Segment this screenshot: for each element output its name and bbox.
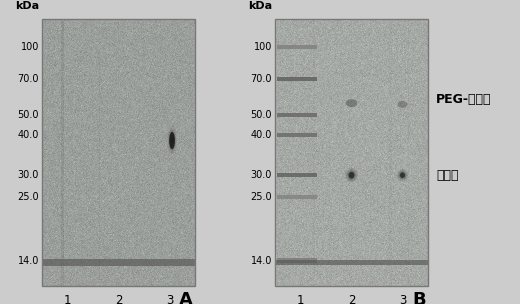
Text: 70.0: 70.0 [18, 74, 39, 84]
Bar [277, 195, 317, 199]
Bar [275, 260, 428, 265]
Text: 14.0: 14.0 [251, 256, 272, 266]
Text: 30.0: 30.0 [18, 170, 39, 180]
Ellipse shape [401, 174, 404, 176]
Text: 2: 2 [348, 294, 355, 304]
Text: A: A [179, 291, 193, 304]
Ellipse shape [345, 168, 358, 182]
Ellipse shape [349, 173, 354, 178]
Ellipse shape [400, 172, 405, 178]
Text: 3: 3 [399, 294, 406, 304]
Ellipse shape [397, 169, 408, 181]
Ellipse shape [348, 171, 355, 179]
Ellipse shape [400, 172, 405, 178]
Bar [42, 259, 195, 266]
Ellipse shape [346, 169, 357, 181]
Text: B: B [412, 291, 426, 304]
Ellipse shape [399, 171, 406, 179]
Text: 100: 100 [254, 42, 272, 52]
Text: 25.0: 25.0 [250, 192, 272, 202]
Text: 40.0: 40.0 [18, 130, 39, 140]
Text: 50.0: 50.0 [251, 110, 272, 120]
Ellipse shape [168, 130, 176, 151]
Text: 70.0: 70.0 [251, 74, 272, 84]
Text: 1: 1 [297, 294, 304, 304]
Ellipse shape [170, 134, 174, 147]
Text: 100: 100 [21, 42, 39, 52]
Text: 1: 1 [64, 294, 71, 304]
Text: kDa: kDa [15, 1, 39, 11]
Text: kDa: kDa [248, 1, 272, 11]
Text: PEG-尿酸酶: PEG-尿酸酶 [436, 93, 491, 105]
Bar [277, 77, 317, 81]
Ellipse shape [170, 132, 175, 149]
Ellipse shape [347, 170, 356, 180]
Text: 14.0: 14.0 [18, 256, 39, 266]
Bar [275, 19, 428, 286]
Ellipse shape [397, 101, 408, 108]
Ellipse shape [350, 174, 353, 176]
Ellipse shape [401, 173, 405, 177]
Text: 2: 2 [115, 294, 122, 304]
Text: 40.0: 40.0 [251, 130, 272, 140]
Ellipse shape [169, 132, 175, 149]
Bar [277, 173, 317, 177]
Ellipse shape [171, 136, 173, 144]
Ellipse shape [346, 99, 357, 107]
Ellipse shape [172, 139, 173, 142]
Text: 25.0: 25.0 [17, 192, 39, 202]
Bar [42, 19, 195, 286]
Bar [277, 258, 317, 263]
Ellipse shape [348, 172, 355, 178]
Text: 30.0: 30.0 [251, 170, 272, 180]
Text: 50.0: 50.0 [18, 110, 39, 120]
Ellipse shape [398, 170, 407, 181]
Bar [277, 113, 317, 117]
Bar [277, 45, 317, 49]
Text: 尿酸酶: 尿酸酶 [436, 169, 459, 182]
Text: 3: 3 [166, 294, 173, 304]
Ellipse shape [168, 128, 176, 154]
Bar [277, 133, 317, 137]
